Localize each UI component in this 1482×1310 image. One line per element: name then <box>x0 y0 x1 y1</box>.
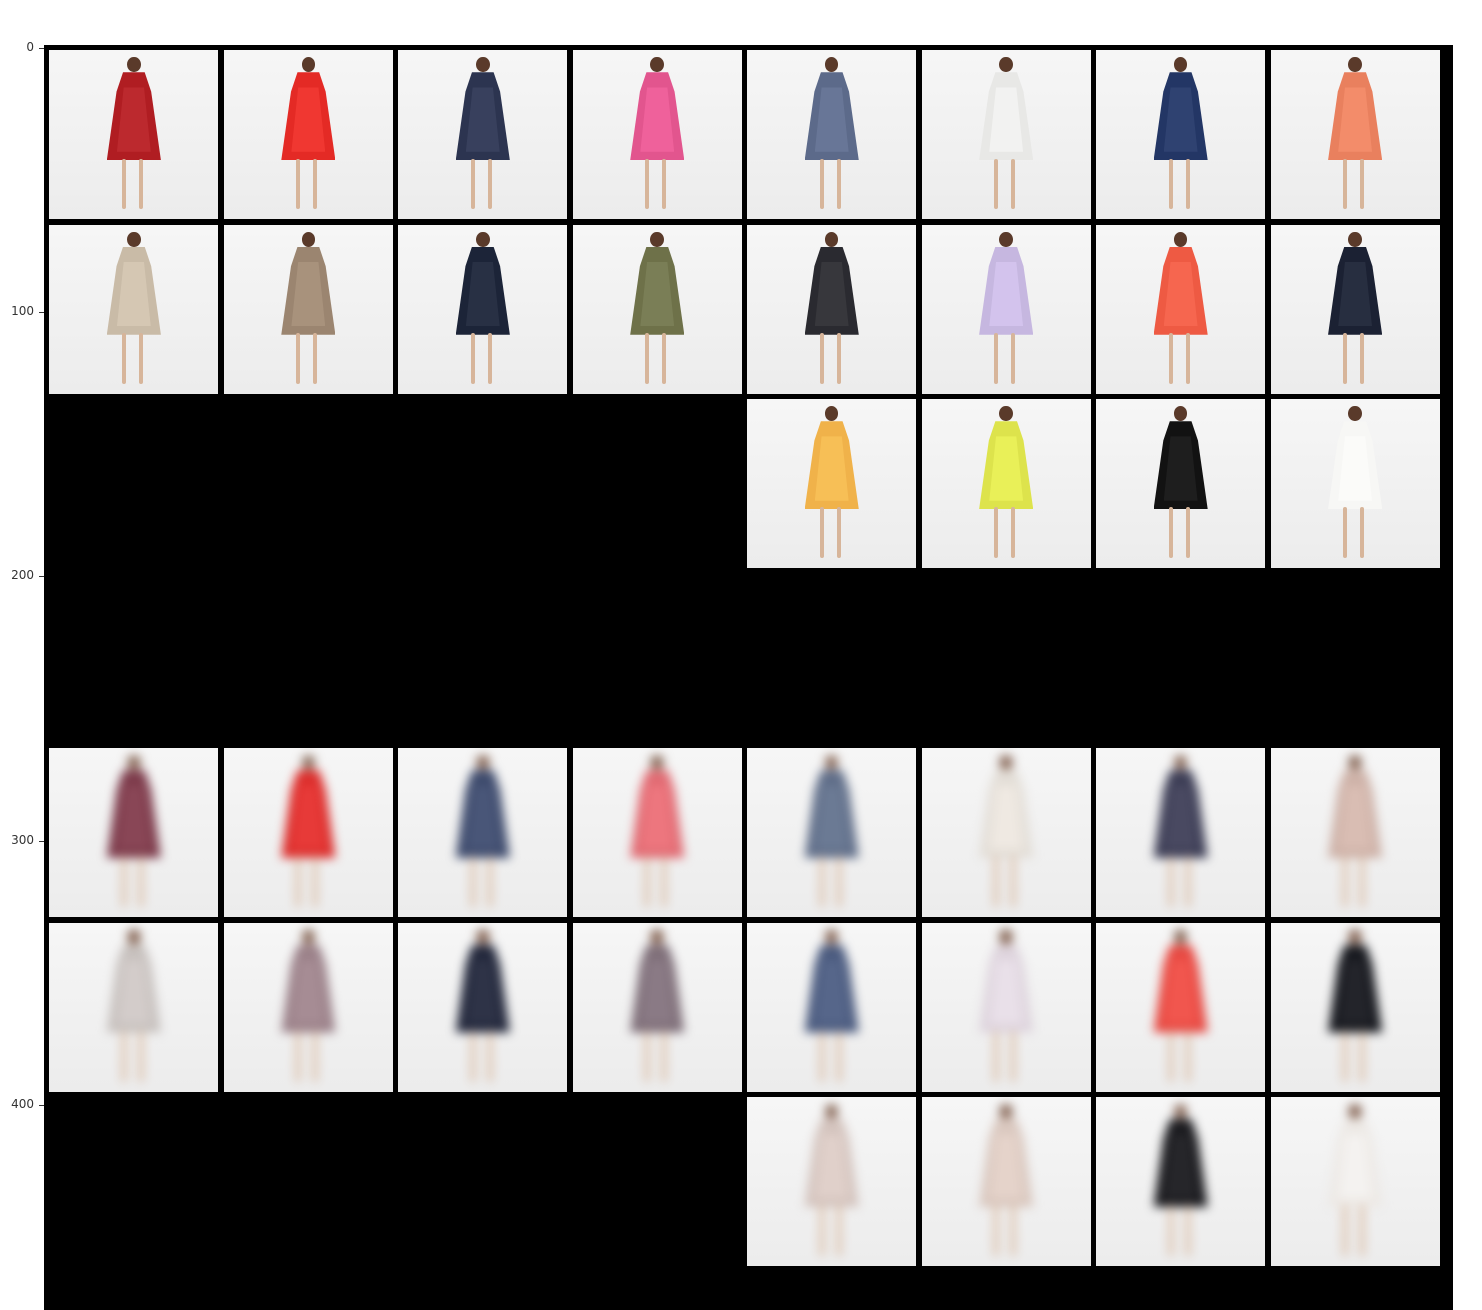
reconstructed-dress-image <box>921 748 1091 918</box>
y-tick-mark <box>39 311 44 313</box>
reconstructed-dress-image <box>747 1097 917 1267</box>
reconstructed-dress-image <box>572 748 742 918</box>
original-dress-image <box>49 224 219 394</box>
original-dress-image <box>1096 224 1266 394</box>
original-dress-image <box>921 50 1091 220</box>
reconstructed-dress-image <box>921 922 1091 1092</box>
original-dress-image <box>572 224 742 394</box>
y-tick-label: 100 <box>11 303 34 318</box>
original-dress-image <box>572 50 742 220</box>
original-dress-image <box>747 399 917 569</box>
reconstructed-dress-image <box>747 922 917 1092</box>
reconstructed-dress-image <box>572 922 742 1092</box>
reconstructed-dress-image <box>398 748 568 918</box>
original-dress-image <box>1096 50 1266 220</box>
reconstructed-dress-image <box>398 922 568 1092</box>
reconstructed-dress-image <box>1096 748 1266 918</box>
original-dress-image <box>223 224 393 394</box>
reconstructed-dress-image <box>223 922 393 1092</box>
image-grid-plot <box>44 45 1453 1310</box>
y-tick-label: 0 <box>26 39 34 54</box>
original-dress-image <box>398 224 568 394</box>
y-tick-mark <box>39 47 44 49</box>
y-tick-label: 400 <box>11 1097 34 1111</box>
original-dress-image <box>49 50 219 220</box>
reconstructed-dress-image <box>747 748 917 918</box>
y-tick-label: 200 <box>11 568 34 583</box>
reconstructed-dress-image <box>49 748 219 918</box>
reconstructed-dress-image <box>1270 748 1440 918</box>
reconstructed-dress-image <box>1270 1097 1440 1267</box>
y-tick-mark <box>39 840 44 842</box>
original-dress-image <box>747 224 917 394</box>
reconstructed-dress-image <box>223 748 393 918</box>
original-dress-image <box>747 50 917 220</box>
original-dress-image <box>1270 224 1440 394</box>
original-dress-image <box>921 224 1091 394</box>
reconstructed-dress-image <box>1096 1097 1266 1267</box>
original-dress-image <box>223 50 393 220</box>
original-dress-image <box>921 399 1091 569</box>
original-dress-image <box>1270 399 1440 569</box>
y-tick-mark <box>39 1105 44 1106</box>
reconstructed-dress-image <box>49 922 219 1092</box>
original-dress-image <box>398 50 568 220</box>
y-tick-mark <box>39 576 44 578</box>
y-tick-label: 300 <box>11 832 34 847</box>
original-dress-image <box>1096 399 1266 569</box>
reconstructed-dress-image <box>1096 922 1266 1092</box>
reconstructed-dress-image <box>921 1097 1091 1267</box>
reconstructed-dress-image <box>1270 922 1440 1092</box>
original-dress-image <box>1270 50 1440 220</box>
